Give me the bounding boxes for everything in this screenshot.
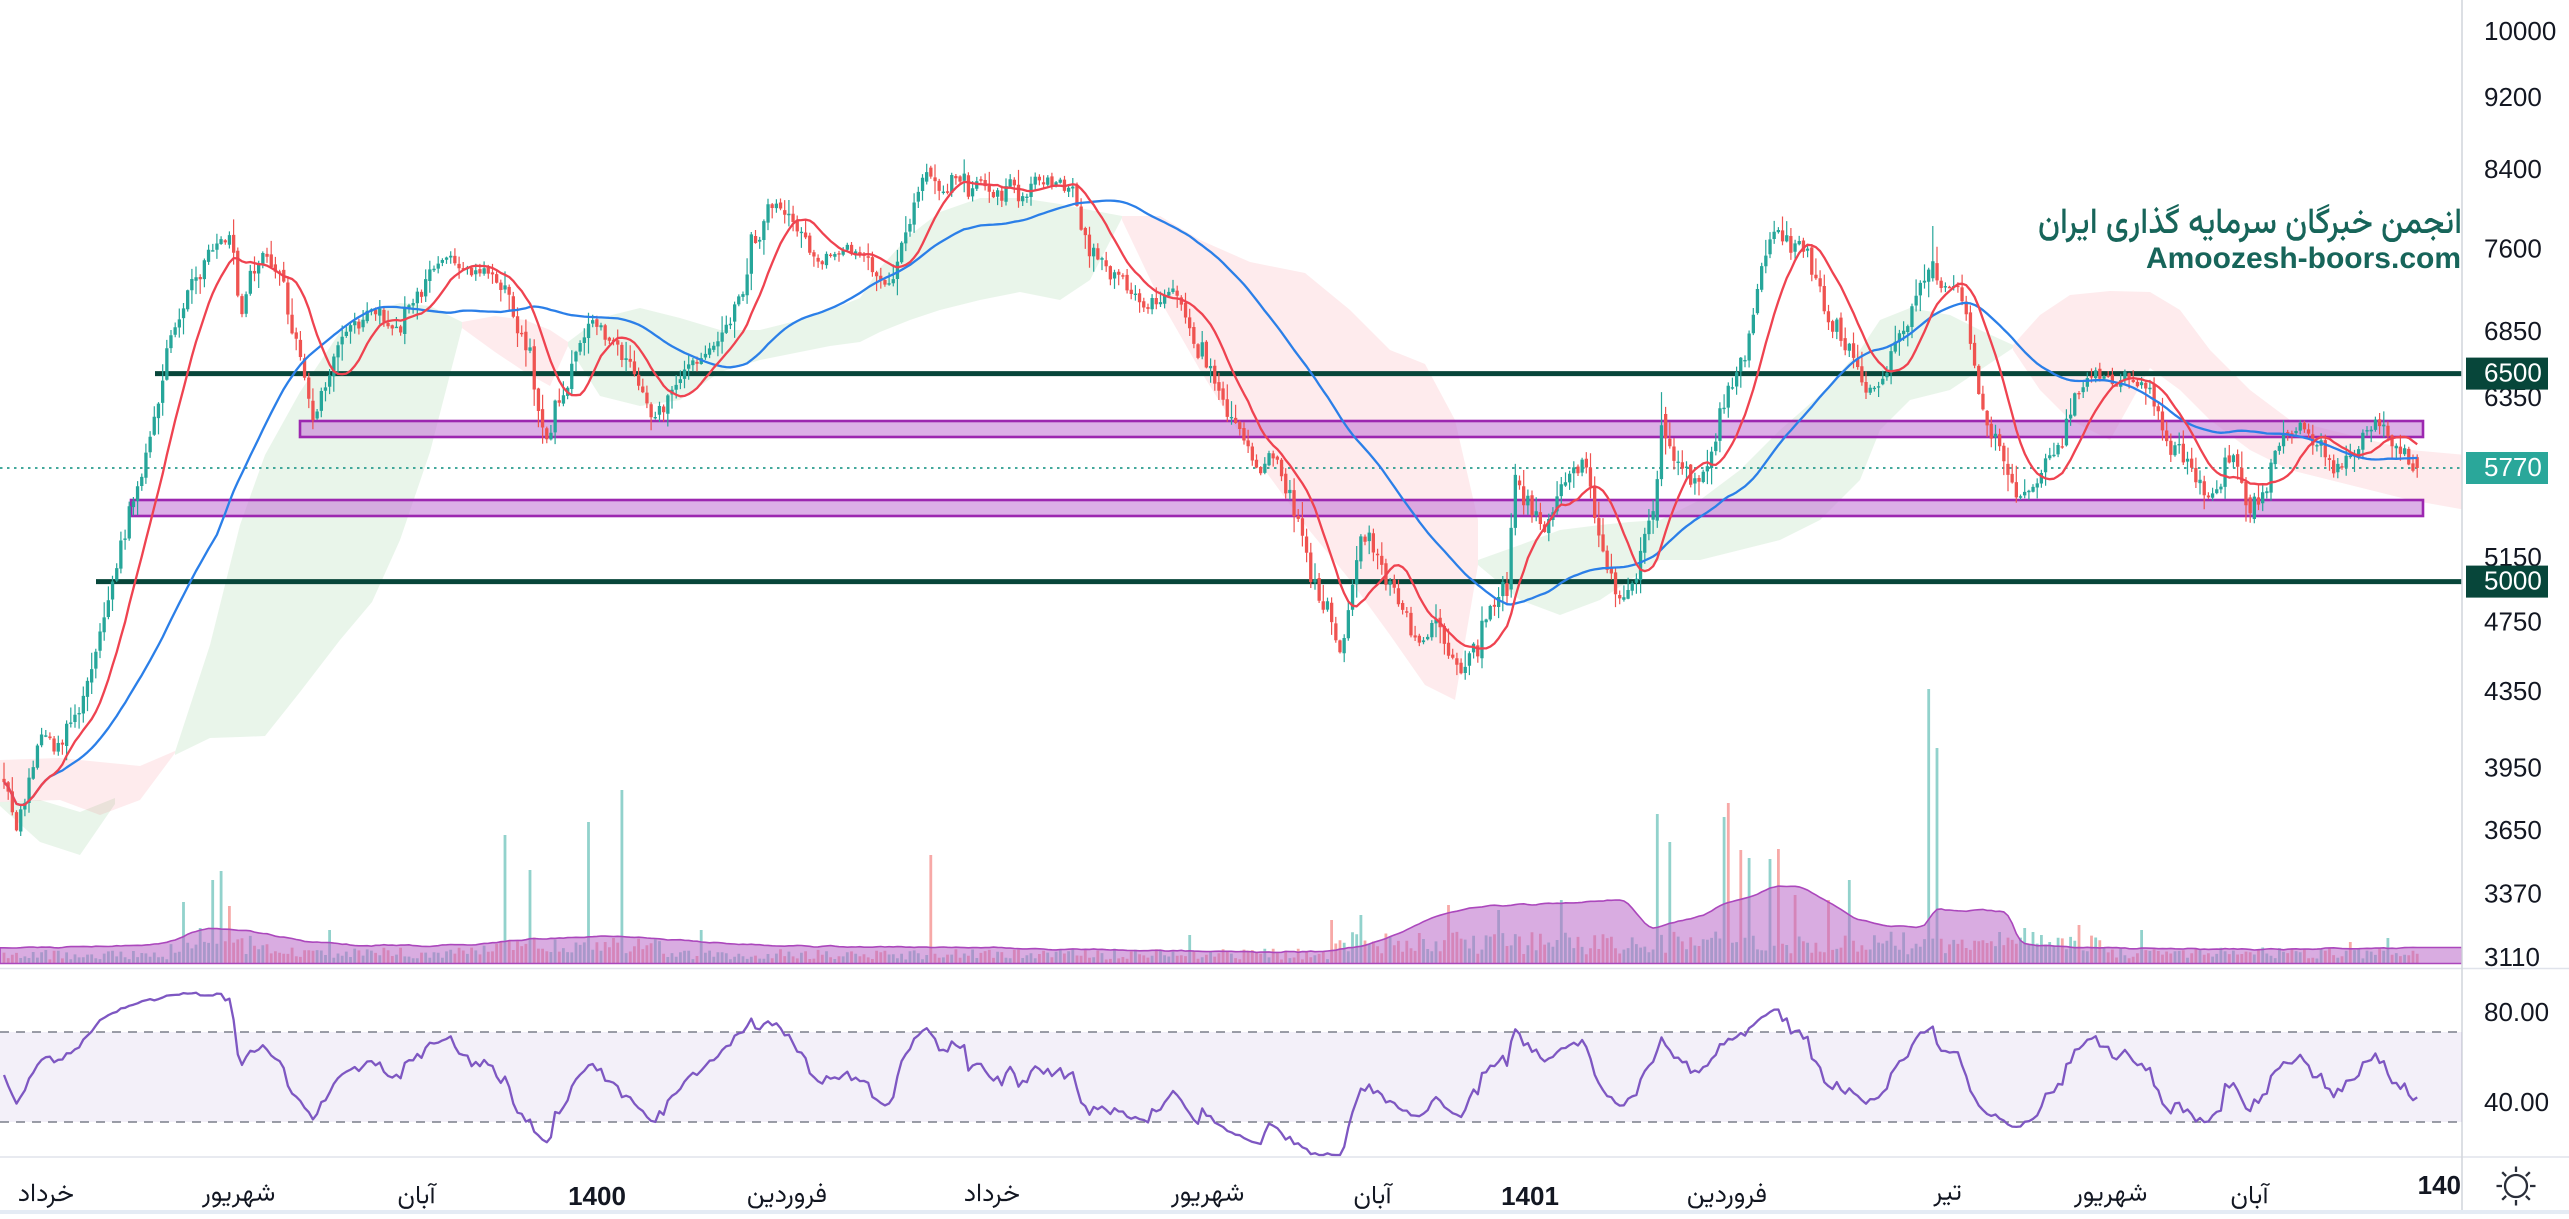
svg-text:3110: 3110: [2484, 942, 2540, 972]
svg-text:3650: 3650: [2484, 815, 2542, 845]
svg-text:3370: 3370: [2484, 878, 2542, 908]
svg-text:9200: 9200: [2484, 82, 2542, 112]
svg-text:Amoozesh-boors.com: Amoozesh-boors.com: [2146, 242, 2461, 275]
svg-text:1400: 1400: [568, 1181, 626, 1211]
svg-text:1401: 1401: [1501, 1181, 1559, 1211]
svg-text:8400: 8400: [2484, 154, 2542, 184]
svg-text:5770: 5770: [2484, 452, 2542, 482]
svg-text:10000: 10000: [2484, 16, 2556, 46]
svg-text:6500: 6500: [2484, 358, 2542, 388]
svg-text:5000: 5000: [2484, 566, 2542, 596]
svg-text:40.00: 40.00: [2484, 1087, 2549, 1117]
svg-text:7600: 7600: [2484, 234, 2542, 264]
svg-text:4350: 4350: [2484, 676, 2542, 706]
svg-text:6850: 6850: [2484, 316, 2542, 346]
svg-text:140: 140: [2418, 1170, 2461, 1200]
svg-text:3950: 3950: [2484, 753, 2542, 783]
svg-text:4750: 4750: [2484, 606, 2542, 636]
svg-text:80.00: 80.00: [2484, 997, 2549, 1027]
